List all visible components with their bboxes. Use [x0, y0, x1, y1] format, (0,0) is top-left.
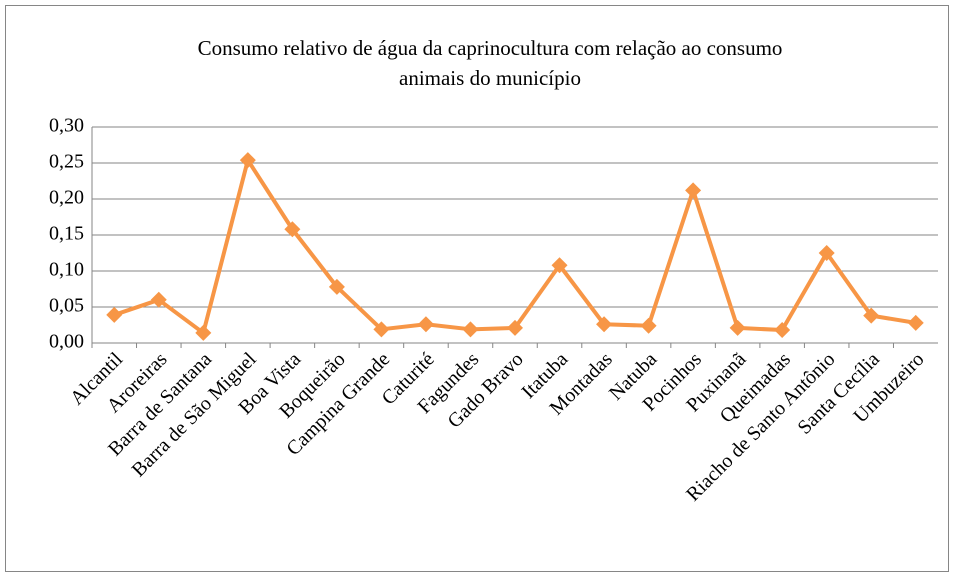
marker [195, 324, 212, 341]
marker [551, 257, 568, 274]
chart-title: Consumo relativo de água da caprinocultu… [198, 36, 783, 60]
marker [818, 245, 835, 261]
y-tick-label: 0,25 [49, 151, 84, 173]
marker [640, 317, 657, 334]
y-tick-label: 0,20 [49, 187, 84, 209]
marker [907, 314, 924, 331]
marker [150, 291, 167, 308]
y-tick-label: 0,15 [49, 223, 84, 245]
y-tick-label: 0,00 [49, 331, 84, 353]
marker [417, 316, 434, 333]
marker [685, 182, 702, 199]
chart-title: animais do município [399, 66, 581, 90]
chart-frame [5, 5, 949, 572]
marker [239, 152, 256, 169]
marker [774, 322, 791, 339]
marker [507, 319, 523, 336]
marker [863, 307, 880, 324]
marker [596, 316, 613, 333]
y-tick-label: 0,05 [49, 295, 84, 317]
y-tick-label: 0,30 [49, 115, 84, 137]
marker [328, 278, 345, 295]
marker [284, 221, 301, 238]
marker [462, 321, 479, 338]
y-tick-label: 0,10 [49, 259, 84, 281]
marker [729, 319, 746, 336]
marker [373, 321, 390, 338]
marker [106, 306, 123, 323]
